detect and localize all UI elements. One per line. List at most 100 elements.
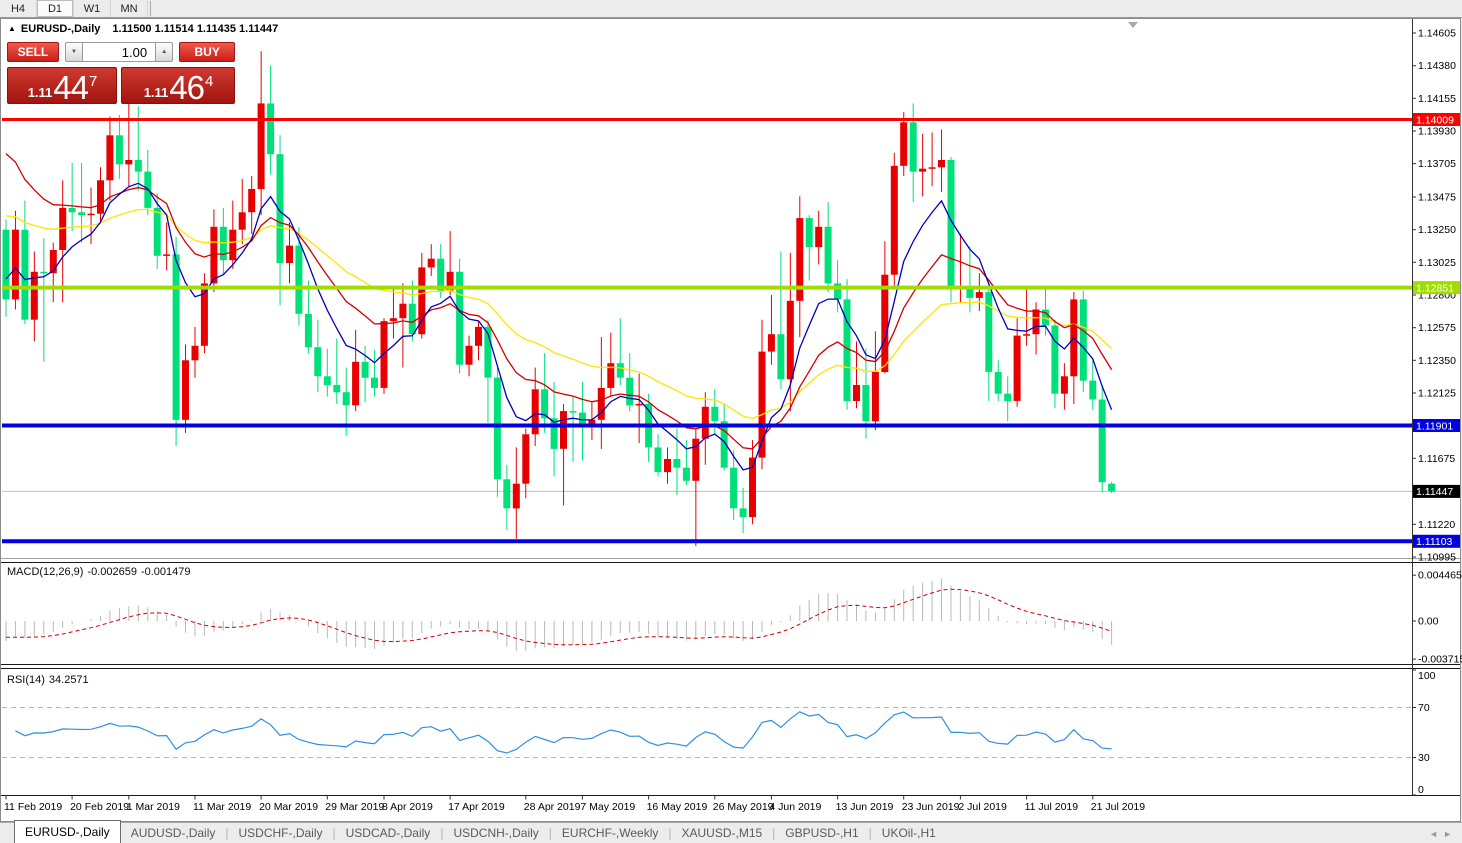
- svg-text:1.13475: 1.13475: [1418, 192, 1456, 204]
- volume-input[interactable]: [83, 42, 156, 62]
- horizontal-lines[interactable]: [2, 118, 1412, 544]
- svg-text:1.11447: 1.11447: [1416, 486, 1453, 498]
- chart-tab-usdcaddaily[interactable]: USDCAD-,Daily: [345, 826, 431, 840]
- rsi-value: 34.2571: [48, 674, 89, 686]
- sell-price-big: 44: [53, 69, 89, 106]
- svg-text:11 Mar 2019: 11 Mar 2019: [193, 801, 251, 813]
- svg-text:28 Apr 2019: 28 Apr 2019: [524, 801, 581, 813]
- svg-text:1.14155: 1.14155: [1418, 93, 1456, 105]
- svg-text:1.12851: 1.12851: [1416, 282, 1454, 294]
- svg-text:1.11220: 1.11220: [1418, 519, 1455, 531]
- tab-separator: |: [440, 825, 444, 840]
- rsi-label: RSI(14) 34.2571: [7, 674, 93, 686]
- macd-panel: 0.004465 0.00 -0.003715: [5, 570, 1462, 666]
- timeframe-button-w1[interactable]: W1: [74, 0, 111, 17]
- svg-text:20 Feb 2019: 20 Feb 2019: [70, 801, 129, 813]
- sell-button[interactable]: SELL: [7, 42, 59, 62]
- buy-price-prefix: 1.11: [143, 85, 169, 100]
- chart-ohlc-quotes: 1.11500 1.11514 1.11435 1.11447: [112, 23, 279, 35]
- svg-text:16 May 2019: 16 May 2019: [647, 801, 708, 813]
- timeframe-toolbar: H4 D1 W1 MN: [0, 0, 1462, 18]
- chart-tab-audusddaily[interactable]: AUDUSD-,Daily: [130, 826, 216, 840]
- collapse-icon[interactable]: ▲: [8, 24, 16, 33]
- svg-text:1.13930: 1.13930: [1418, 126, 1456, 138]
- tab-scroll-right-icon[interactable]: ►: [1443, 829, 1457, 839]
- tab-separator: |: [548, 825, 552, 840]
- svg-text:0: 0: [1418, 784, 1424, 796]
- buy-button[interactable]: BUY: [179, 42, 235, 62]
- chart-tab-eurusddaily[interactable]: EURUSD-,Daily: [14, 820, 121, 843]
- svg-text:20 Mar 2019: 20 Mar 2019: [259, 801, 318, 813]
- chart-header: ▲ EURUSD-,Daily 1.11500 1.11514 1.11435 1.…: [8, 23, 278, 35]
- chart-shift-marker-icon[interactable]: [1128, 22, 1138, 28]
- svg-text:1.12575: 1.12575: [1418, 322, 1456, 334]
- svg-text:1.11675: 1.11675: [1418, 453, 1455, 465]
- svg-text:26 May 2019: 26 May 2019: [713, 801, 774, 813]
- svg-text:1.14380: 1.14380: [1418, 60, 1456, 72]
- timeframe-button-mn[interactable]: MN: [111, 0, 148, 17]
- chart-tab-gbpusdh1[interactable]: GBPUSD-,H1: [785, 826, 859, 840]
- price-badge: [1413, 419, 1460, 432]
- svg-text:17 Apr 2019: 17 Apr 2019: [448, 801, 505, 813]
- svg-text:11 Feb 2019: 11 Feb 2019: [4, 801, 62, 813]
- buy-price-big: 46: [169, 69, 205, 106]
- macd-value: -0.002659: [87, 566, 137, 578]
- svg-text:1.11103: 1.11103: [1416, 536, 1453, 548]
- ma-slow-line: [5, 208, 1113, 420]
- timeframe-button-d1[interactable]: D1: [37, 0, 74, 17]
- rsi-line: [15, 711, 1112, 754]
- svg-text:11 Jul 2019: 11 Jul 2019: [1025, 801, 1079, 813]
- chart-tab-xauusdm15[interactable]: XAUUSD-,M15: [681, 826, 763, 840]
- svg-text:0.00: 0.00: [1418, 616, 1439, 628]
- svg-text:21 Jul 2019: 21 Jul 2019: [1091, 801, 1145, 813]
- spin-up-icon: ▲: [161, 49, 168, 55]
- macd-label: MACD(12,26,9) -0.002659 -0.001479: [7, 566, 195, 578]
- svg-text:1 Mar 2019: 1 Mar 2019: [127, 801, 180, 813]
- svg-text:1.10995: 1.10995: [1418, 552, 1456, 564]
- svg-text:8 Apr 2019: 8 Apr 2019: [382, 801, 433, 813]
- tab-separator: |: [772, 825, 776, 840]
- svg-text:30: 30: [1418, 752, 1430, 764]
- price-axis: 1.14605 1.14380 1.14155 1.13930 1.13705 1.134…: [1412, 28, 1460, 564]
- svg-text:100: 100: [1418, 670, 1436, 682]
- chart-tab-usdcnhdaily[interactable]: USDCNH-,Daily: [453, 826, 539, 840]
- tab-separator: |: [332, 825, 336, 840]
- tab-scroll-left-icon[interactable]: ◄: [1429, 829, 1444, 839]
- svg-text:2 Jul 2019: 2 Jul 2019: [958, 801, 1007, 813]
- rsi-panel: 100 70 30 0: [2, 669, 1436, 796]
- toolbar-divider: [150, 1, 151, 16]
- svg-text:1.11901: 1.11901: [1416, 420, 1453, 432]
- tab-separator: |: [868, 825, 872, 840]
- price-badge: [1413, 281, 1460, 295]
- volume-decrease-button[interactable]: ▼: [64, 42, 84, 62]
- timeframe-button-h4[interactable]: H4: [0, 0, 37, 17]
- tab-separator: |: [668, 825, 672, 840]
- price-badge: [1413, 534, 1460, 548]
- svg-text:7 May 2019: 7 May 2019: [580, 801, 635, 813]
- tab-scroll-buttons: ◄►: [1429, 829, 1457, 839]
- ma-lines: [5, 153, 1113, 471]
- volume-increase-button[interactable]: ▲: [155, 42, 174, 62]
- sell-price-prefix: 1.11: [27, 85, 53, 100]
- chart-tab-eurchfweekly[interactable]: EURCHF-,Weekly: [561, 826, 659, 840]
- svg-text:1.12125: 1.12125: [1418, 388, 1456, 400]
- sell-price-panel[interactable]: 1.11 44 7: [7, 67, 118, 106]
- svg-text:1.14009: 1.14009: [1416, 114, 1454, 126]
- svg-text:70: 70: [1418, 702, 1430, 714]
- chart-tab-bar: EURUSD-,Daily AUDUSD-,Daily | USDCHF-,Daily…: [0, 820, 1462, 843]
- svg-text:1.14605: 1.14605: [1418, 28, 1456, 40]
- spin-down-icon: ▼: [70, 49, 77, 55]
- svg-text:1.13250: 1.13250: [1418, 224, 1456, 236]
- buy-price-pip: 4: [205, 73, 214, 90]
- ma-medium-line: [5, 153, 1113, 450]
- svg-text:-0.003715: -0.003715: [1418, 654, 1462, 666]
- buy-price-panel[interactable]: 1.11 46 4: [121, 67, 235, 104]
- chart-tab-usdchfdaily[interactable]: USDCHF-,Daily: [238, 826, 323, 840]
- sell-price-pip: 7: [89, 73, 98, 90]
- svg-text:29 Mar 2019: 29 Mar 2019: [325, 801, 384, 813]
- svg-text:23 Jun 2019: 23 Jun 2019: [902, 801, 960, 813]
- ma-fast-line: [5, 182, 1113, 471]
- chart-tab-ukoilh1[interactable]: UKOil-,H1: [881, 826, 936, 840]
- rsi-name: RSI(14): [7, 674, 45, 686]
